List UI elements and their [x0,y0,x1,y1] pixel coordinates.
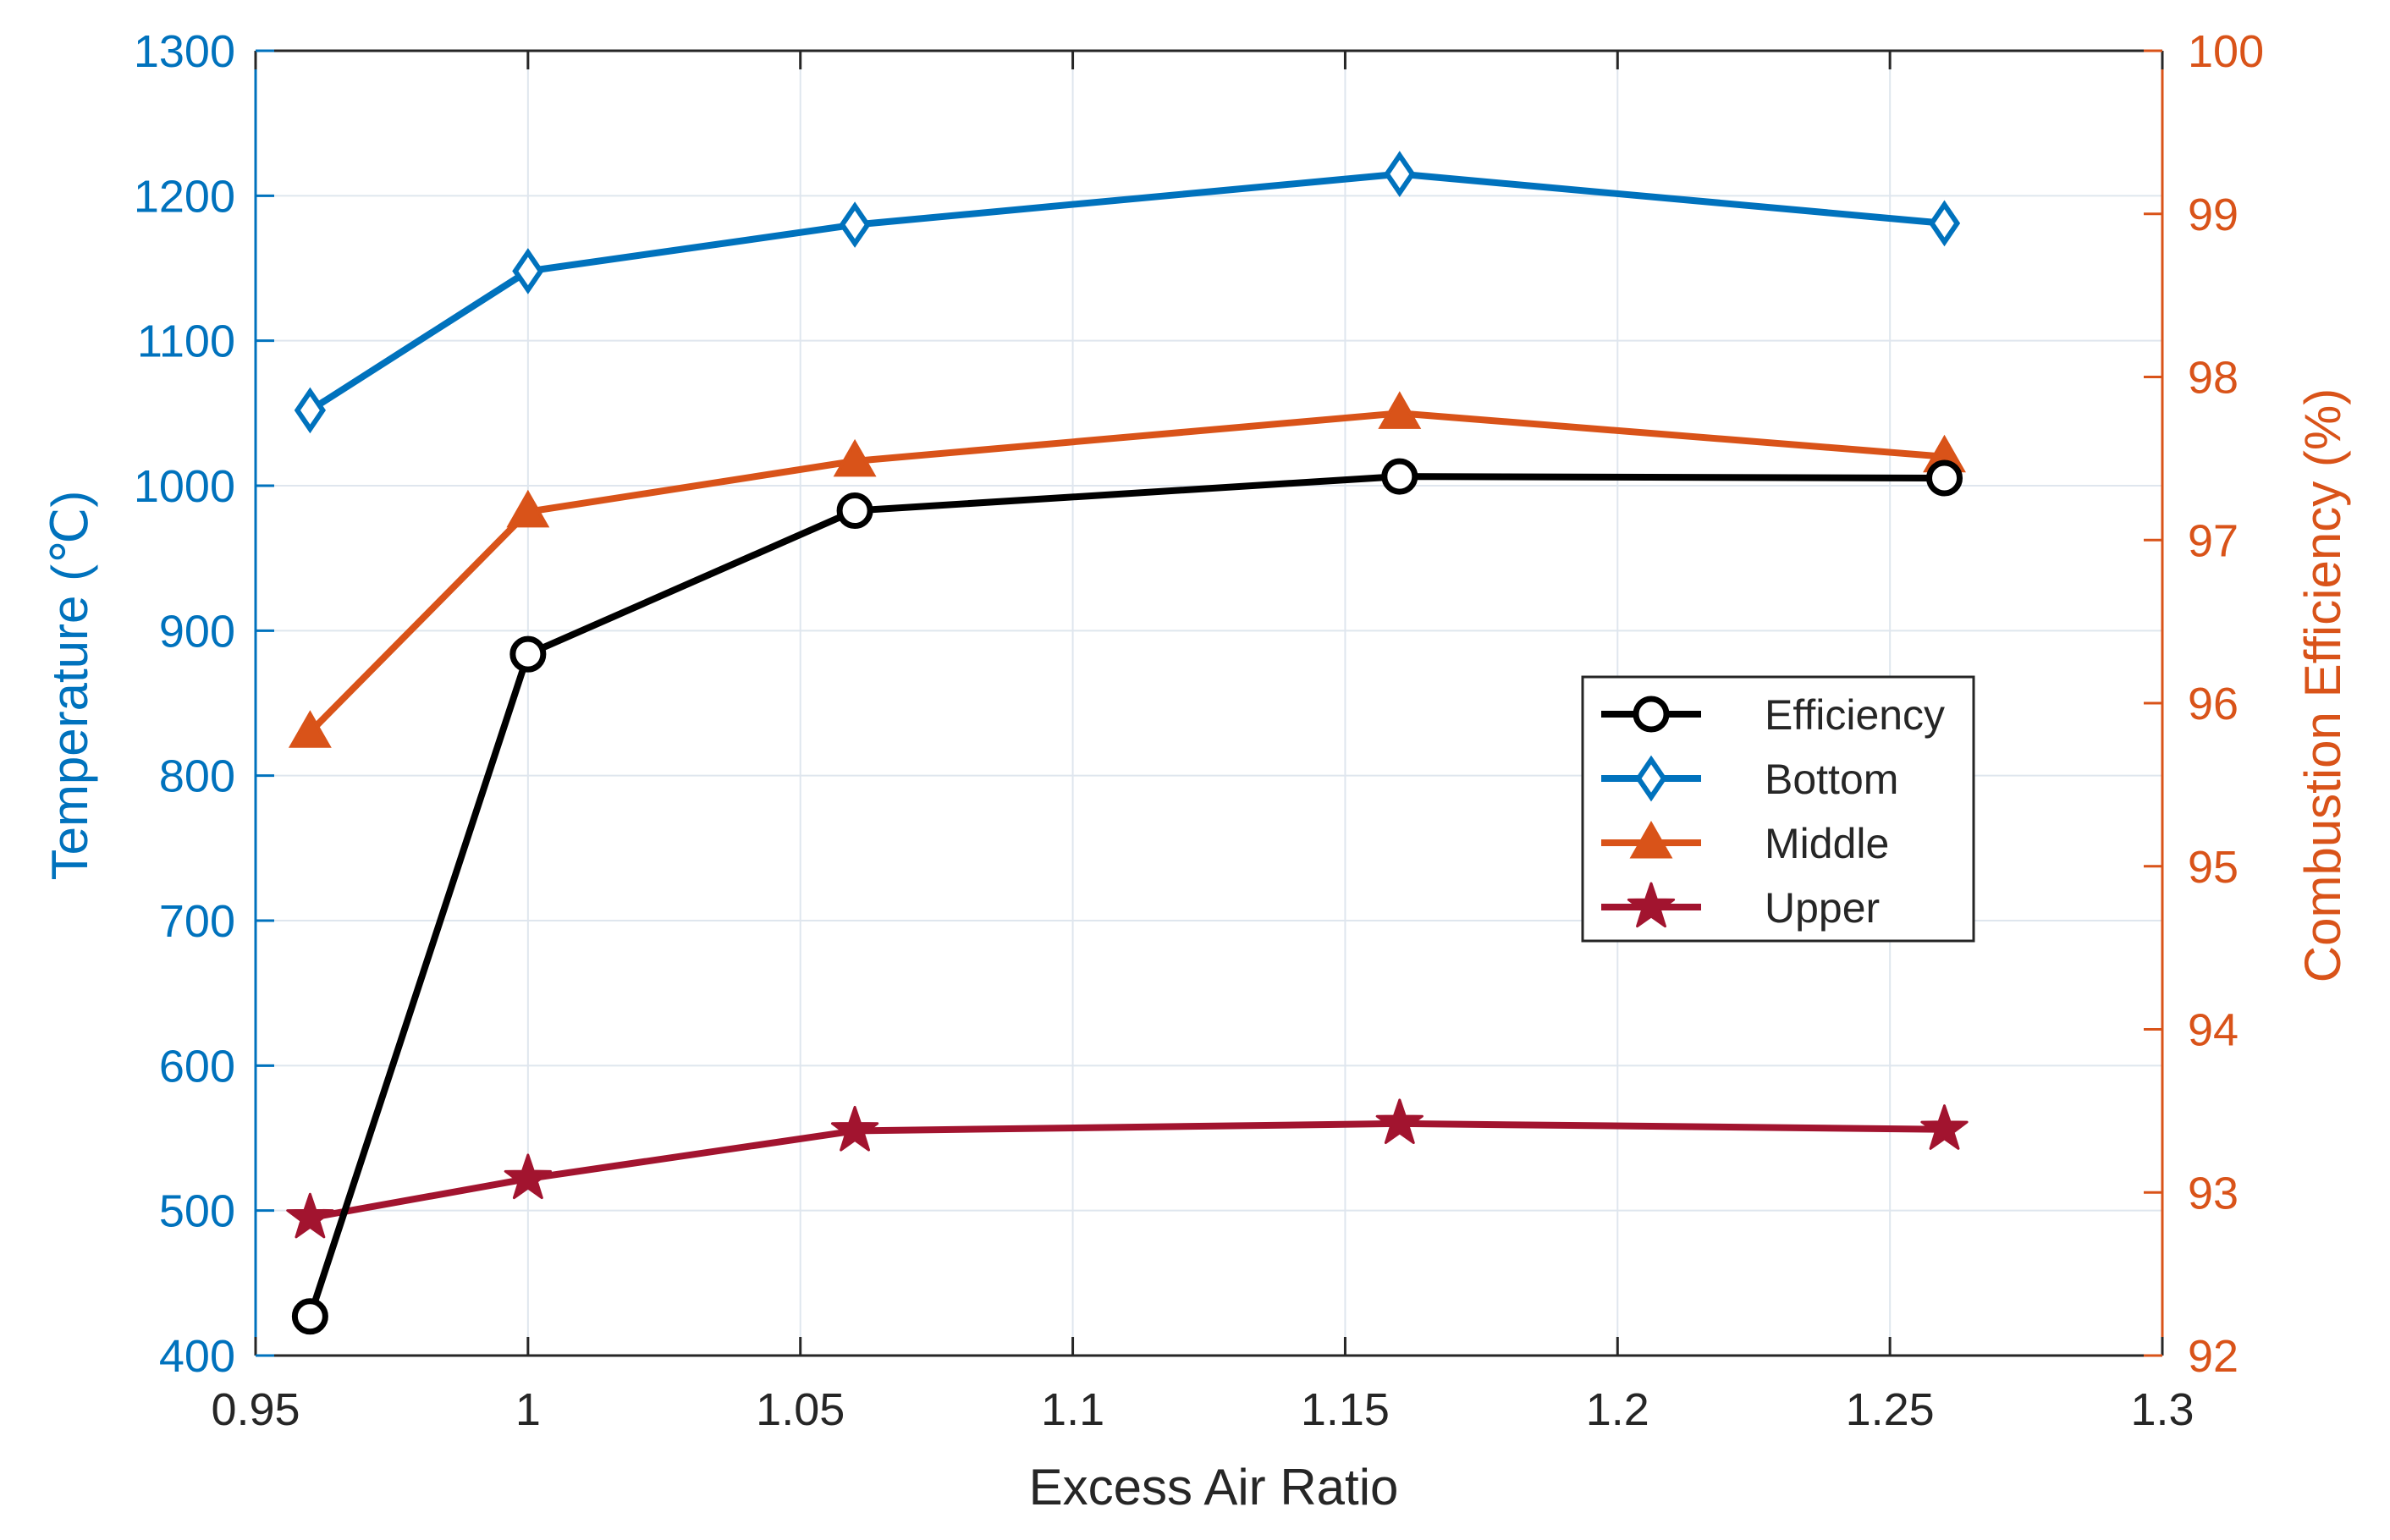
y-right-tick-label: 93 [2188,1168,2239,1218]
data-point-efficiency [1926,459,1963,497]
data-point-upper [830,1105,879,1152]
data-point-middle [506,489,550,528]
y-right-tick-label: 92 [2188,1331,2239,1382]
legend-label-bottom: Bottom [1765,756,1898,803]
series-line-bottom [306,170,1948,414]
data-point-efficiency [509,635,547,673]
y-left-tick-label: 500 [159,1186,235,1237]
x-axis-label: Excess Air Ratio [1029,1459,1399,1515]
legend-label-middle: Middle [1765,820,1889,867]
data-point-middle [833,438,877,477]
data-point-bottom [1928,200,1961,247]
x-tick-label: 1.15 [1301,1384,1390,1435]
series-efficiency [291,458,1963,1335]
legend-label-efficiency: Efficiency [1765,691,1945,739]
x-tick-label: 1 [515,1384,541,1435]
tick-labels: 0.95 1 1.05 1.1 1.15 1.2 1.25 1.3 400 500 600 700 80… [134,26,2264,1435]
axes [254,49,2164,1357]
y-left-tick-label: 1100 [137,316,235,367]
legend-marker-bottom [1635,755,1667,802]
data-point-bottom [1384,151,1416,197]
series-middle [288,391,1966,748]
legend-item-upper: Upper [1601,882,1880,932]
data-point-upper [504,1153,552,1200]
y-axis-left-label: Temperature (℃) [41,491,98,881]
data-point-bottom [839,201,871,248]
series-bottom [294,151,1961,434]
x-tick-label: 1.2 [1586,1384,1649,1435]
y-right-tick-label: 95 [2188,842,2239,893]
y-right-tick-label: 94 [2188,1005,2239,1056]
x-tick-label: 0.95 [211,1384,300,1435]
y-right-tick-label: 100 [2188,26,2264,77]
y-right-tick-label: 97 [2188,515,2239,566]
data-series [286,151,1969,1335]
legend-marker-efficiency [1633,696,1670,733]
data-point-upper [286,1192,334,1239]
x-tick-label: 1.05 [756,1384,845,1435]
y-left-tick-label: 900 [159,606,235,657]
legend-marker-middle [1629,820,1673,859]
data-point-middle [1378,391,1422,429]
legend-item-bottom: Bottom [1601,755,1898,803]
x-tick-label: 1.25 [1846,1384,1935,1435]
y-left-tick-label: 400 [159,1331,235,1382]
series-line-upper [306,1119,1948,1222]
data-point-upper [1920,1104,1969,1150]
series-upper [286,1098,1969,1239]
y-axis-right-label: Combustion Efficiency (%) [2294,388,2351,982]
y-left-tick-label: 700 [159,896,235,947]
data-point-middle [288,710,332,748]
x-tick-label: 1.1 [1041,1384,1104,1435]
legend-item-efficiency: Efficiency [1601,691,1945,739]
data-point-efficiency [291,1298,328,1335]
y-left-tick-label: 1300 [134,26,235,77]
x-tick-label: 1.3 [2130,1384,2194,1435]
y-right-tick-label: 99 [2188,190,2239,240]
legend-marker-upper [1627,882,1676,928]
y-left-tick-label: 800 [159,751,235,802]
data-point-efficiency [836,492,873,530]
y-right-tick-label: 96 [2188,679,2239,729]
y-right-tick-label: 98 [2188,353,2239,404]
y-left-tick-label: 1200 [134,171,235,222]
legend: Efficiency Bottom Middle Upper [1581,675,1975,943]
legend-label-upper: Upper [1765,884,1880,932]
data-point-bottom [512,248,544,294]
y-left-tick-label: 600 [159,1041,235,1092]
y-left-tick-label: 1000 [134,461,235,512]
data-point-upper [1375,1098,1424,1145]
legend-item-middle: Middle [1601,820,1889,867]
data-point-efficiency [1381,458,1418,495]
data-point-bottom [294,387,327,434]
